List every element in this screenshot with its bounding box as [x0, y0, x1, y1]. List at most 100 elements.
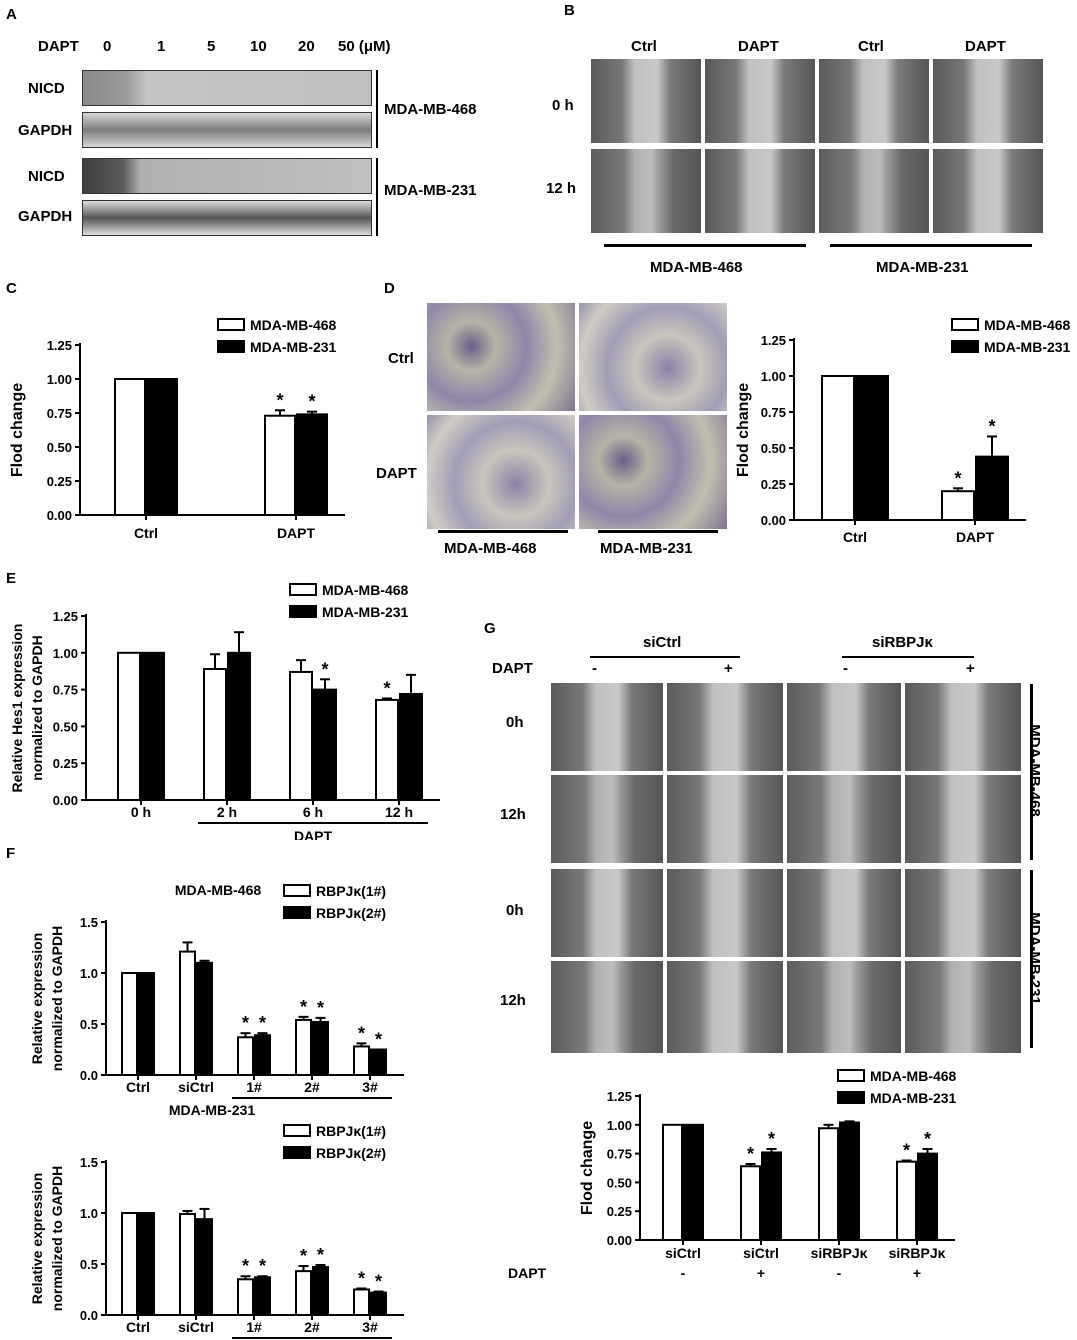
- significance-marker: *: [924, 1129, 931, 1149]
- blot-row-label: NICD: [28, 80, 65, 97]
- transwell-group: MDA-MB-468: [444, 540, 537, 557]
- y-tick-label: 0.00: [761, 513, 786, 528]
- significance-marker: *: [954, 468, 961, 488]
- wound-g-image: [550, 960, 664, 1054]
- bar: [295, 1018, 312, 1076]
- wound-b-group-line: [830, 244, 1032, 247]
- y-tick-label: 0.5: [80, 1017, 98, 1032]
- y-tick-label: 0.75: [607, 1147, 632, 1162]
- significance-marker: *: [259, 1013, 266, 1033]
- panel-d: D Ctrl DAPT MDA-MB-468 MDA-MB-231 0.00 0.…: [376, 280, 1077, 560]
- wound-g-cell-line: MDA-MB-468: [1025, 724, 1043, 817]
- wound-image: [704, 58, 816, 144]
- wound-g-sign: -: [843, 660, 848, 677]
- y-tick-label: 0.00: [53, 793, 78, 808]
- x-tick-label: siCtrl: [178, 1079, 214, 1095]
- bar: [264, 414, 296, 516]
- bar: [237, 1278, 254, 1317]
- panel-label-e: E: [6, 570, 17, 587]
- significance-marker: *: [375, 1272, 382, 1292]
- wound-g-image: [904, 960, 1022, 1054]
- legend-swatch: [951, 340, 979, 353]
- legend-label: RBPJκ(2#): [316, 905, 386, 921]
- y-tick-label: 0.25: [607, 1204, 632, 1219]
- wound-g-row: 0h: [506, 714, 524, 731]
- x-tick-label: Ctrl: [134, 525, 158, 541]
- significance-marker: *: [768, 1129, 775, 1149]
- blot-group-231: MDA-MB-231: [384, 182, 477, 199]
- wound-b-col: DAPT: [965, 38, 1006, 55]
- significance-marker: *: [988, 416, 995, 436]
- legend-label: MDA-MB-468: [984, 317, 1071, 333]
- transwell-image: [426, 414, 576, 530]
- bar: [227, 651, 251, 801]
- x-tick-label: 3#: [362, 1319, 378, 1335]
- bar: [141, 651, 165, 801]
- bar: [370, 1048, 387, 1076]
- x-tick-label: 6 h: [303, 804, 323, 820]
- panel-label-d: D: [384, 280, 395, 297]
- legend-label: RBPJκ(2#): [316, 1145, 386, 1161]
- wound-g-image: [666, 682, 784, 772]
- blot-dose-50: 50 (μM): [338, 38, 391, 55]
- significance-marker: *: [903, 1141, 910, 1161]
- bar: [312, 1020, 329, 1077]
- transwell-image: [578, 302, 728, 412]
- y-tick-label: 0.00: [607, 1233, 632, 1248]
- significance-marker: *: [383, 678, 390, 698]
- y-axis-title: Relative expression: [29, 933, 45, 1065]
- wound-b-col: Ctrl: [858, 38, 884, 55]
- bar: [941, 490, 975, 521]
- y-tick-label: 0.25: [47, 474, 72, 489]
- significance-marker: *: [358, 1268, 365, 1288]
- panel-e: E 0.00 0.25 0.50 0.75 1.00 1.25 Relative Hes1 …: [0, 570, 480, 844]
- legend-swatch: [837, 1069, 865, 1082]
- significance-marker: *: [242, 1256, 249, 1276]
- wound-image: [932, 58, 1044, 144]
- blot-dose-0: 0: [103, 38, 112, 55]
- y-axis-title: normalized to GAPDH: [29, 635, 45, 780]
- bar: [896, 1160, 917, 1241]
- y-tick-label: 0.50: [761, 441, 786, 456]
- wound-b-col: DAPT: [738, 38, 779, 55]
- bar: [740, 1165, 761, 1241]
- y-tick-label: 1.00: [47, 372, 72, 387]
- wound-g-row: 12h: [500, 992, 526, 1009]
- y-tick-label: 1.00: [607, 1118, 632, 1133]
- x-tick-label: 12 h: [385, 804, 413, 820]
- chart-title: MDA-MB-468: [175, 882, 262, 898]
- dapt-sign: +: [913, 1265, 921, 1281]
- legend-label: RBPJκ(1#): [316, 1123, 386, 1139]
- transwell-row: Ctrl: [388, 350, 414, 367]
- bar: [117, 651, 141, 801]
- x-tick-label: 1#: [246, 1079, 262, 1095]
- panel-b: B Ctrl DAPT Ctrl DAPT 0 h 12 h MDA-MB-46…: [500, 0, 1077, 285]
- x-tick-label: 2 h: [217, 804, 237, 820]
- chart-f-231: 0.0 0.5 1.0 1.5 Relative expression normalize…: [29, 1102, 404, 1339]
- chart-f-468: 0.0 0.5 1.0 1.5 Relative expression normalize…: [29, 882, 404, 1099]
- legend-label: MDA-MB-231: [250, 339, 337, 355]
- panel-f: F 0.0 0.5 1.0 1.5 Relative expression normali…: [0, 845, 480, 1339]
- bar: [254, 1276, 271, 1316]
- wound-g-sign: +: [966, 660, 975, 677]
- chart-e: 0.00 0.25 0.50 0.75 1.00 1.25 Relative Hes1 ex…: [9, 582, 440, 844]
- y-tick-label: 1.5: [80, 915, 98, 930]
- chart-title: MDA-MB-231: [169, 1102, 256, 1118]
- wound-b-group: MDA-MB-231: [876, 259, 969, 276]
- wound-b-row: 12 h: [546, 180, 577, 197]
- legend-swatch: [283, 884, 311, 897]
- legend-label: MDA-MB-468: [250, 317, 337, 333]
- y-tick-label: 0.50: [607, 1175, 632, 1190]
- wound-b-group-line: [604, 244, 806, 247]
- y-tick-label: 1.25: [761, 333, 786, 348]
- dapt-sign: +: [757, 1265, 765, 1281]
- significance-marker: *: [259, 1256, 266, 1276]
- panel-label-a: A: [6, 6, 17, 23]
- y-tick-label: 0.50: [53, 719, 78, 734]
- wound-g-group-line: [842, 656, 974, 658]
- wound-g-image: [550, 682, 664, 772]
- bar: [146, 378, 178, 516]
- legend-swatch: [951, 318, 979, 331]
- significance-marker: *: [317, 998, 324, 1018]
- bar: [353, 1045, 370, 1077]
